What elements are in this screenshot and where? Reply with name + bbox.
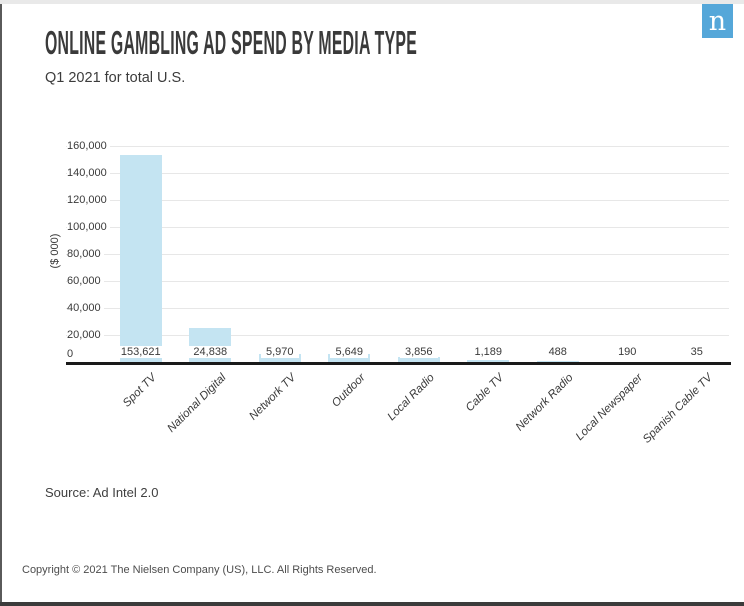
bar-value-label: 5,649 [289,345,409,360]
bar-value-text: 1,189 [469,346,508,358]
bar-value-text: 153,621 [115,346,166,358]
gridline [66,335,729,336]
top-strip [0,0,744,4]
nielsen-logo-letter: n [708,6,727,37]
y-axis-title: ($ 000) [49,233,61,269]
bar-value-text: 488 [543,346,572,358]
source-note: Source: Ad Intel 2.0 [45,485,159,500]
bar-value-label: 35 [637,345,744,360]
y-tick-label: 160,000 [67,139,110,153]
nielsen-logo: n [702,4,733,38]
bar [258,354,301,362]
bar-value-label: 1,189 [428,345,548,360]
y-tick-label: 20,000 [67,328,104,342]
bar-value-label: 190 [567,345,687,360]
gridline [66,308,729,309]
left-border [0,4,2,602]
bar-value-text: 24,838 [188,346,233,358]
bar [397,357,440,362]
category-label: Network TV [246,371,298,423]
y-tick-label: 120,000 [67,193,110,207]
y-tick-label: 60,000 [67,274,104,288]
category-label: Cable TV [464,371,507,415]
y-tick-label: 80,000 [67,247,104,261]
category-label: Spot TV [121,371,159,410]
gridline [66,227,729,228]
bar-value-text: 190 [613,346,642,358]
category-label: Outdoor [329,371,368,410]
bar-value-text: 5,649 [330,346,369,358]
y-tick-label: 100,000 [67,220,110,234]
page-title: ONLINE GAMBLING AD SPEND BY MEDIA TYPE [45,24,418,61]
bar-value-label: 5,970 [220,345,340,360]
bar-value-label: 24,838 [150,345,270,360]
category-label: Local Newspaper [574,371,646,444]
x-axis-line [66,362,731,365]
gridline [66,281,729,282]
category-label: National Digital [165,371,229,435]
y-tick-label: 0 [67,347,77,361]
bar [536,361,579,362]
category-label: Network Radio [514,371,576,434]
category-label: Spanish Cable TV [640,371,715,446]
y-tick-label: 40,000 [67,301,104,315]
gridline [66,254,729,255]
bar [119,155,162,362]
bar [467,360,510,362]
bar-value-text: 5,970 [260,346,299,358]
bar-value-label: 488 [498,345,618,360]
category-label: Local Radio [385,371,437,424]
bar-value-text: 3,856 [399,346,438,358]
bar-value-label: 153,621 [81,345,201,360]
gridline [66,200,729,201]
copyright-note: Copyright © 2021 The Nielsen Company (US… [22,564,377,576]
page-subtitle: Q1 2021 for total U.S. [45,70,186,86]
gridline [66,173,729,174]
bottom-bar [0,602,744,606]
bar-value-text: 35 [685,346,708,358]
bar [328,354,371,362]
y-tick-label: 140,000 [67,166,110,180]
bar-value-label: 3,856 [359,345,479,360]
gridline [66,146,729,147]
